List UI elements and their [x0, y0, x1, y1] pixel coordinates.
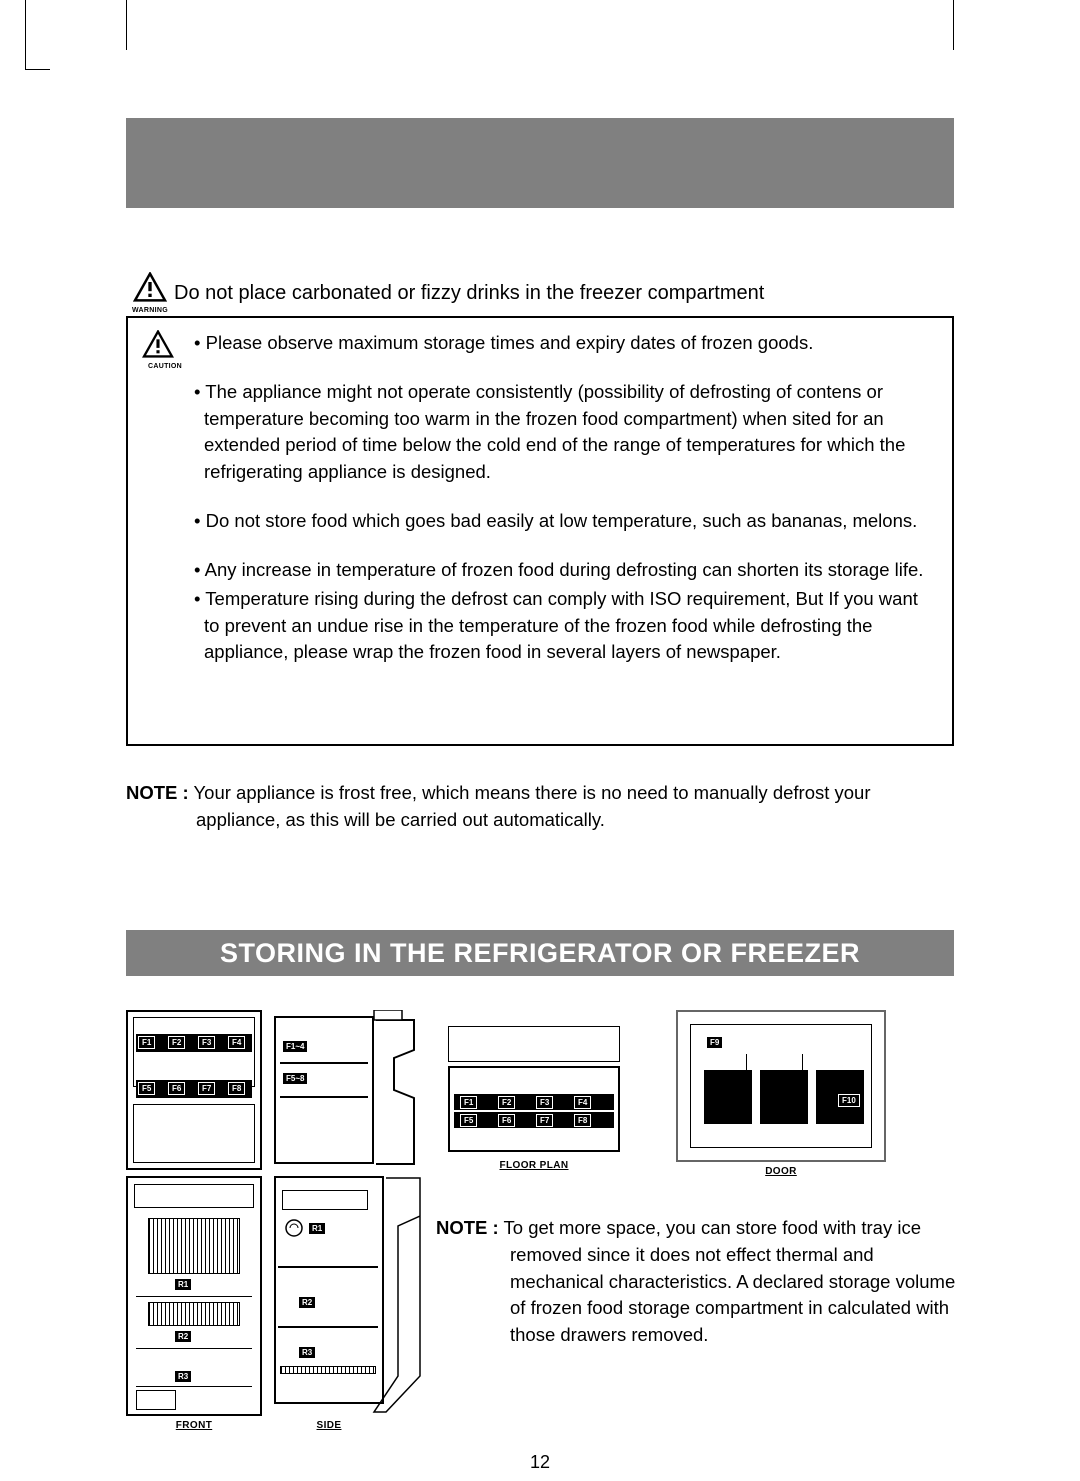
- tag: F4: [574, 1096, 591, 1109]
- tag: R1: [308, 1222, 326, 1235]
- page-number: 12: [126, 1452, 954, 1473]
- tag: F8: [574, 1114, 591, 1127]
- diagram-label: FLOOR PLAN: [444, 1160, 624, 1171]
- diagram-label: DOOR: [676, 1166, 886, 1177]
- tag: F4: [228, 1036, 245, 1049]
- note-2: NOTE : To get more space, you can store …: [436, 1215, 956, 1349]
- bullet-text: Do not store food which goes bad easily …: [206, 510, 918, 531]
- bullet: • Do not store food which goes bad easil…: [188, 508, 938, 535]
- caution-box: CAUTION • Please observe maximum storage…: [126, 316, 954, 746]
- note-text: To get more space, you can store food wi…: [504, 1217, 956, 1345]
- warning-text: Do not place carbonated or fizzy drinks …: [174, 282, 954, 305]
- tag: F5~8: [282, 1072, 308, 1085]
- tag: R2: [174, 1330, 192, 1343]
- bullet-text: Any increase in temperature of frozen fo…: [205, 559, 924, 580]
- diagram-floor: F1 F2 F3 F4 F5 F6 F7 F8 FLOOR PLAN: [444, 1016, 624, 1171]
- warning-row: WARNING Do not place carbonated or fizzy…: [126, 272, 954, 314]
- bullet: • The appliance might not operate consis…: [188, 379, 938, 486]
- tag: F6: [168, 1082, 185, 1095]
- tag: F8: [228, 1082, 245, 1095]
- tag: F2: [498, 1096, 515, 1109]
- note-1: NOTE : Your appliance is frost free, whi…: [126, 780, 954, 834]
- diagram-front: F1 F2 F3 F4 F5 F6 F7 F8 R1 R2 R3: [126, 1010, 262, 1431]
- bullet-text: The appliance might not operate consiste…: [204, 381, 905, 482]
- tag: R3: [174, 1370, 192, 1383]
- tag: R3: [298, 1346, 316, 1359]
- note-label: NOTE :: [126, 782, 189, 803]
- tag: F1~4: [282, 1040, 308, 1053]
- caution-label: CAUTION: [142, 363, 188, 370]
- tag: F3: [198, 1036, 215, 1049]
- note-label: NOTE :: [436, 1217, 499, 1238]
- diagram-side: F1~4 F5~8 R1 R2 R3 SIDE: [274, 1010, 424, 1431]
- tag: F1: [138, 1036, 155, 1049]
- warning-icon: WARNING: [126, 272, 174, 314]
- tag: R2: [298, 1296, 316, 1309]
- tag: F7: [536, 1114, 553, 1127]
- diagram-door: F9 F10 DOOR: [676, 1010, 886, 1177]
- tag: F9: [706, 1036, 723, 1049]
- crop-mark: [25, 0, 50, 70]
- tag: F1: [460, 1096, 477, 1109]
- tag: R1: [174, 1278, 192, 1291]
- diagram-label: SIDE: [234, 1420, 424, 1431]
- page: WARNING Do not place carbonated or fizzy…: [126, 0, 954, 1481]
- bullet: • Temperature rising during the defrost …: [188, 586, 938, 666]
- tag: F2: [168, 1036, 185, 1049]
- bullet: • Please observe maximum storage times a…: [188, 330, 938, 357]
- section-title: STORING IN THE REFRIGERATOR OR FREEZER: [126, 930, 954, 976]
- caution-body: • Please observe maximum storage times a…: [188, 330, 938, 732]
- warning-label: WARNING: [126, 307, 174, 314]
- tag: F3: [536, 1096, 553, 1109]
- tag: F6: [498, 1114, 515, 1127]
- bullet: • Any increase in temperature of frozen …: [188, 557, 938, 584]
- bullet-text: Please observe maximum storage times and…: [206, 332, 814, 353]
- tag: F7: [198, 1082, 215, 1095]
- tag: F10: [838, 1094, 860, 1107]
- tag: F5: [138, 1082, 155, 1095]
- note-text: Your appliance is frost free, which mean…: [194, 782, 871, 830]
- caution-icon: CAUTION: [142, 330, 188, 732]
- tag: F5: [460, 1114, 477, 1127]
- bullet-text: Temperature rising during the defrost ca…: [204, 588, 918, 663]
- header-bar: [126, 118, 954, 208]
